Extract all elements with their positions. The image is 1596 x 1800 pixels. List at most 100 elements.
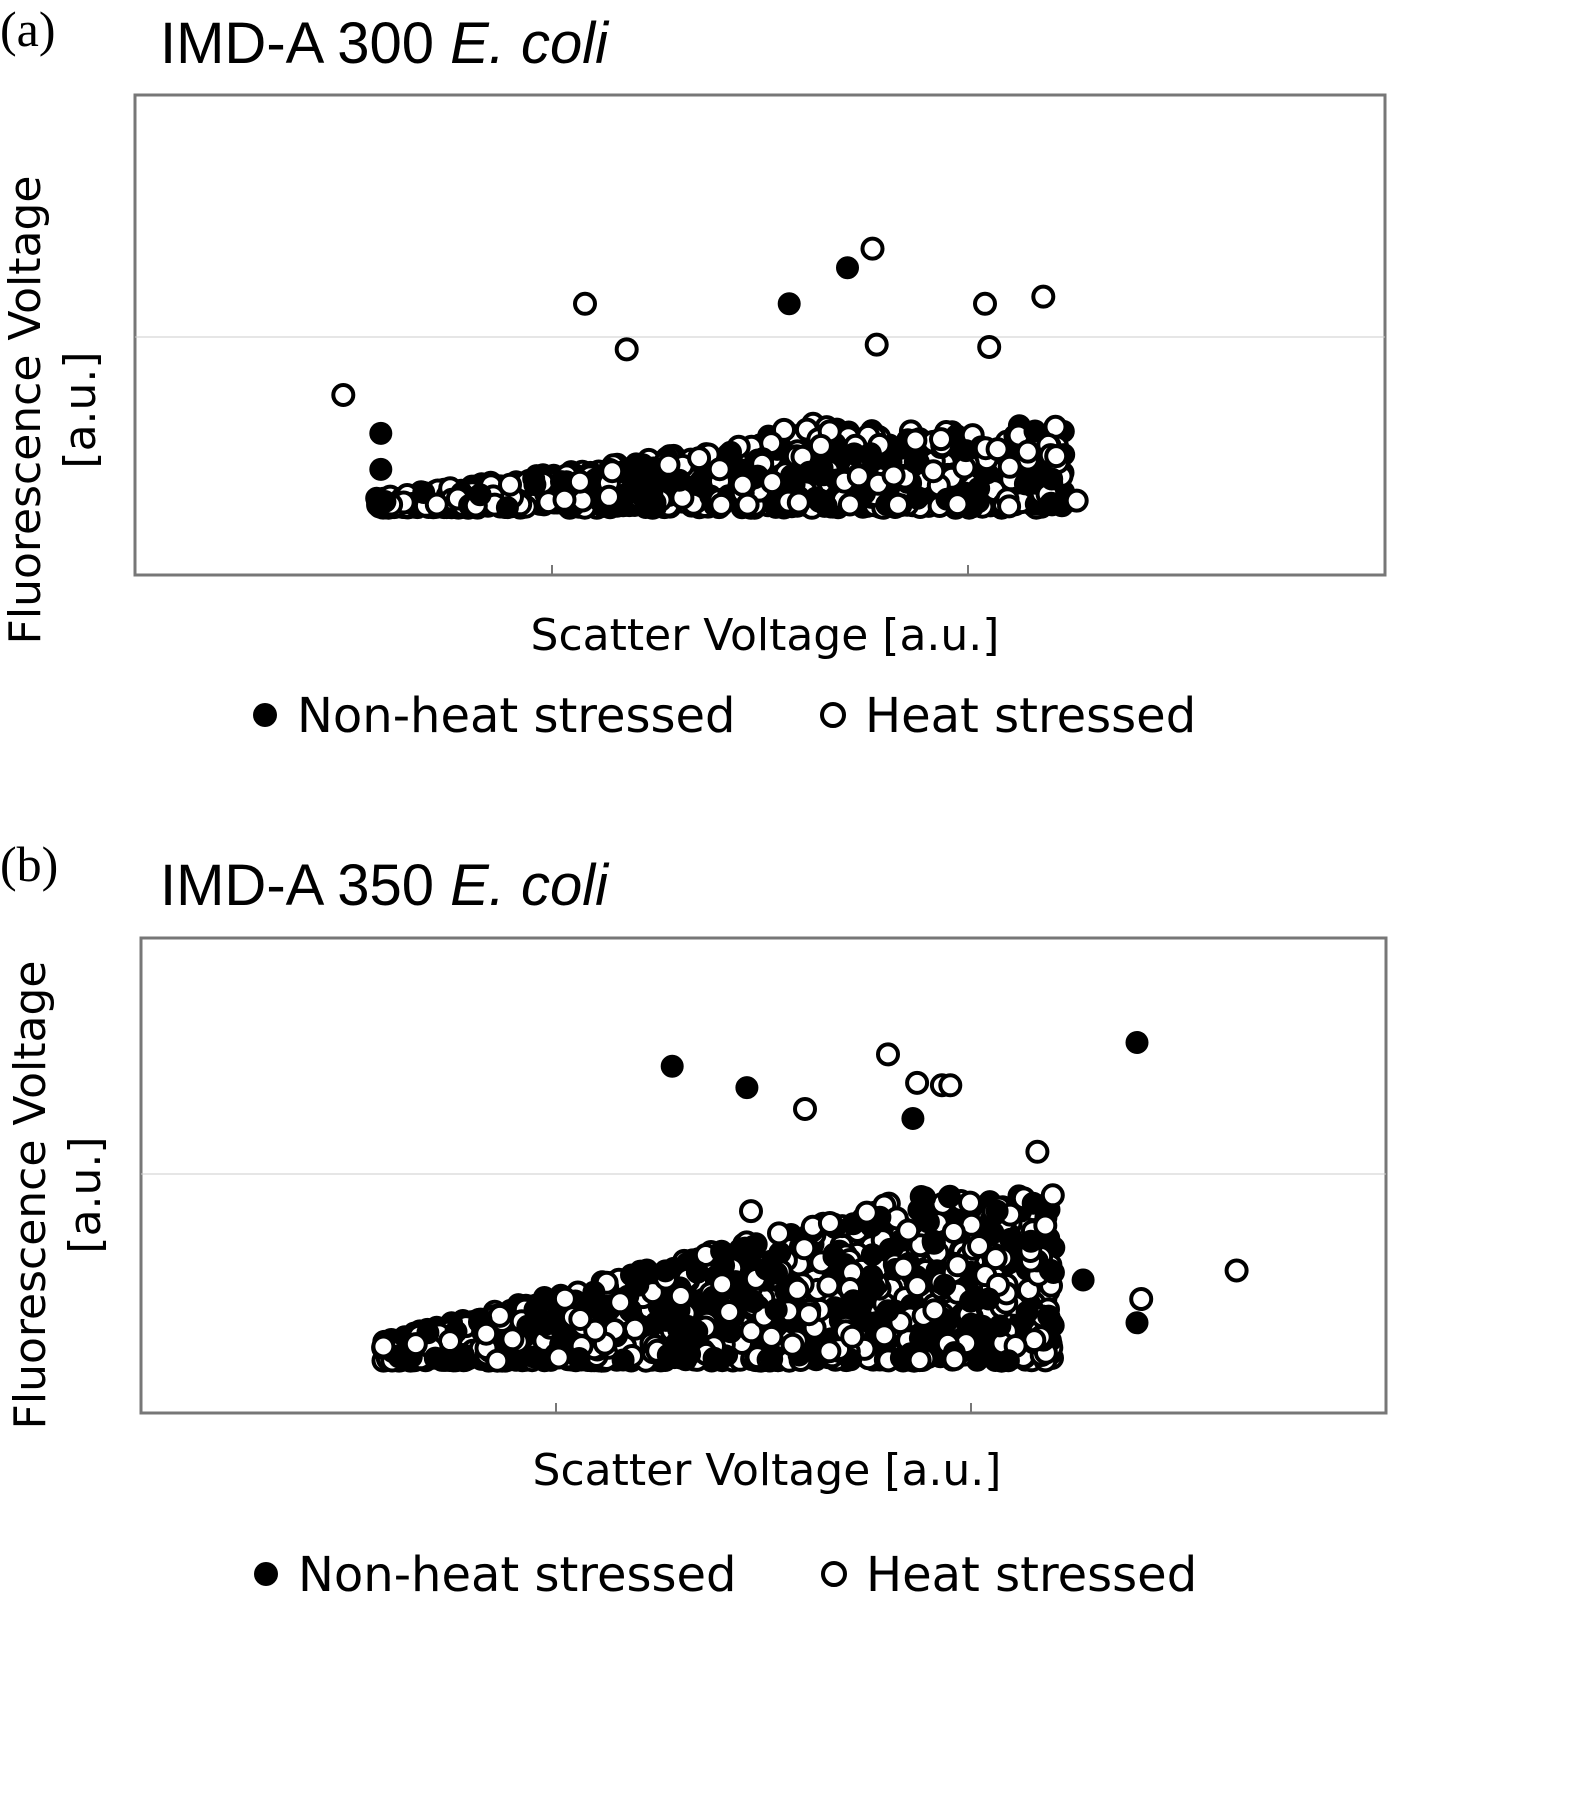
point-heat bbox=[907, 1348, 932, 1373]
point-non-heat bbox=[688, 471, 711, 495]
point-non-heat bbox=[860, 1243, 884, 1267]
point-heat bbox=[710, 1272, 735, 1297]
point-heat bbox=[886, 492, 910, 517]
point-heat bbox=[709, 492, 734, 517]
point-heat bbox=[1064, 488, 1089, 513]
point-heat bbox=[983, 1246, 1008, 1271]
legend: Non-heat stressed Heat stressed bbox=[254, 1547, 1197, 1603]
point-heat bbox=[1031, 284, 1056, 309]
point-heat bbox=[881, 463, 906, 488]
data-points bbox=[331, 236, 1089, 520]
point-heat bbox=[552, 487, 577, 512]
point-heat bbox=[860, 236, 885, 261]
point-non-heat bbox=[532, 1286, 556, 1309]
point-heat bbox=[942, 1347, 967, 1372]
point-heat bbox=[903, 428, 928, 453]
point-non-heat bbox=[967, 476, 991, 500]
point-non-heat bbox=[373, 490, 397, 513]
point-non-heat bbox=[912, 1199, 936, 1222]
point-heat bbox=[938, 1073, 963, 1098]
point-non-heat bbox=[860, 1264, 884, 1288]
y-axis-label: Fluorescence Voltage [a.u.] bbox=[0, 176, 106, 645]
panel-a-title-prefix: IMD-A 300 bbox=[160, 11, 434, 76]
legend-marker-non-heat bbox=[254, 1562, 278, 1586]
point-non-heat bbox=[1040, 467, 1064, 491]
point-heat bbox=[891, 1255, 916, 1280]
legend-marker-non-heat bbox=[253, 703, 277, 727]
data-points bbox=[371, 1031, 1249, 1373]
point-non-heat bbox=[369, 421, 393, 445]
point-non-heat bbox=[660, 1054, 684, 1078]
point-heat bbox=[896, 1218, 921, 1243]
point-non-heat bbox=[959, 1312, 983, 1336]
point-heat bbox=[597, 484, 621, 509]
point-non-heat bbox=[822, 1245, 846, 1269]
point-heat bbox=[973, 291, 997, 316]
point-non-heat bbox=[369, 457, 393, 481]
point-non-heat bbox=[516, 1314, 540, 1338]
point-heat bbox=[808, 433, 833, 458]
point-non-heat bbox=[626, 1273, 650, 1297]
point-non-heat bbox=[567, 1347, 591, 1370]
legend-label-heat: Heat stressed bbox=[866, 1547, 1197, 1603]
point-heat bbox=[568, 1307, 593, 1331]
x-axis-label: Scatter Voltage [a.u.] bbox=[533, 1445, 1002, 1496]
point-non-heat bbox=[841, 1289, 865, 1313]
point-heat bbox=[945, 492, 970, 517]
point-heat bbox=[573, 291, 597, 316]
panel-a-letter: (a) bbox=[0, 1, 56, 57]
point-heat bbox=[846, 464, 871, 489]
point-heat bbox=[371, 1334, 396, 1359]
point-non-heat bbox=[985, 1199, 1009, 1223]
point-heat bbox=[739, 1199, 763, 1224]
point-heat bbox=[707, 457, 732, 482]
panel-a-title-italic: E. coli bbox=[450, 11, 609, 76]
point-heat bbox=[1040, 1183, 1065, 1208]
point-heat bbox=[687, 446, 712, 471]
point-non-heat bbox=[629, 483, 653, 507]
point-non-heat bbox=[988, 1314, 1012, 1338]
point-heat bbox=[600, 459, 625, 484]
point-non-heat bbox=[1019, 1229, 1043, 1253]
point-heat bbox=[668, 1284, 693, 1308]
point-non-heat bbox=[1019, 469, 1043, 493]
point-heat bbox=[608, 1290, 633, 1315]
point-non-heat bbox=[468, 483, 492, 507]
point-non-heat bbox=[1037, 1304, 1061, 1328]
point-heat bbox=[474, 1321, 499, 1346]
point-non-heat bbox=[814, 494, 838, 518]
point-non-heat bbox=[914, 1329, 938, 1352]
point-non-heat bbox=[977, 1287, 1001, 1311]
legend: Non-heat stressed Heat stressed bbox=[253, 688, 1196, 744]
legend-label-non-heat: Non-heat stressed bbox=[297, 688, 736, 744]
point-heat bbox=[967, 1234, 991, 1258]
point-heat bbox=[1033, 1213, 1058, 1238]
point-non-heat bbox=[836, 256, 859, 280]
point-non-heat bbox=[921, 1229, 945, 1253]
point-heat bbox=[1129, 1287, 1154, 1311]
point-heat bbox=[1224, 1258, 1249, 1283]
point-non-heat bbox=[1038, 1258, 1062, 1282]
point-heat bbox=[817, 1211, 842, 1235]
point-non-heat bbox=[996, 1349, 1020, 1373]
point-non-heat bbox=[876, 1299, 900, 1323]
point-heat bbox=[424, 492, 449, 517]
point-non-heat bbox=[656, 1343, 680, 1367]
point-heat bbox=[1015, 439, 1040, 464]
point-heat bbox=[997, 494, 1022, 519]
point-heat bbox=[786, 490, 811, 515]
point-heat bbox=[735, 492, 760, 517]
point-heat bbox=[840, 1324, 865, 1349]
point-non-heat bbox=[937, 1185, 961, 1209]
point-heat bbox=[498, 472, 522, 497]
point-heat bbox=[837, 492, 862, 517]
point-non-heat bbox=[1015, 1300, 1039, 1324]
point-heat bbox=[656, 452, 681, 477]
point-heat bbox=[945, 1253, 970, 1278]
point-non-heat bbox=[667, 1317, 691, 1341]
point-heat bbox=[854, 1200, 879, 1225]
point-non-heat bbox=[685, 1260, 709, 1284]
point-heat bbox=[905, 1070, 930, 1095]
point-heat bbox=[485, 1348, 510, 1373]
point-heat bbox=[921, 459, 946, 484]
